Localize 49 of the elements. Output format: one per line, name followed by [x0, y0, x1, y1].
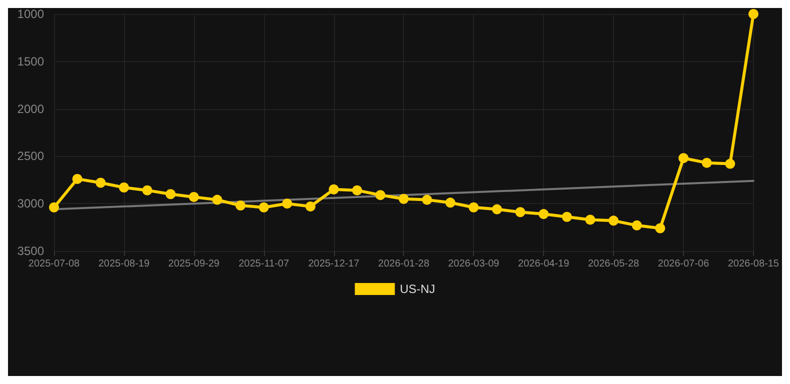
point	[422, 194, 432, 205]
point	[678, 153, 688, 164]
point	[352, 185, 362, 196]
y-tick-label: 2500	[17, 149, 44, 164]
point	[655, 223, 666, 234]
point	[445, 198, 456, 208]
x-tick-label: 2025-12-17	[308, 258, 360, 270]
x-tick-label: 2026-08-15	[728, 258, 780, 270]
point	[118, 182, 129, 192]
point	[702, 158, 712, 168]
point	[188, 192, 199, 202]
point	[212, 194, 222, 205]
point	[585, 214, 596, 225]
point	[538, 209, 549, 220]
point	[96, 178, 106, 188]
y-tick-label: 3000	[17, 196, 44, 211]
x-tick-label: 2026-03-09	[448, 258, 500, 270]
point	[166, 189, 176, 200]
point	[468, 202, 479, 212]
point	[49, 202, 59, 212]
point	[562, 212, 572, 222]
point	[236, 200, 246, 210]
point	[305, 201, 316, 212]
x-tick-label: 2026-05-28	[588, 258, 640, 270]
x-tick-label: 2026-07-06	[658, 258, 710, 270]
point	[142, 185, 152, 196]
y-tick-label: 2000	[17, 102, 44, 116]
point	[632, 220, 642, 230]
x-tick-label: 2025-08-19	[98, 258, 150, 270]
point	[492, 204, 502, 214]
point	[608, 216, 619, 226]
point	[328, 184, 339, 194]
x-tick-label: 2025-11-07	[238, 258, 290, 270]
point	[725, 158, 736, 169]
point	[398, 194, 409, 204]
x-tick-label: 2026-01-28	[378, 258, 430, 270]
point	[72, 174, 82, 184]
y-tick-label: 1000	[17, 7, 44, 21]
y-tick-label: 3500	[17, 244, 44, 258]
point	[282, 198, 292, 209]
point	[748, 9, 758, 19]
x-tick-label: 2026-04-19	[518, 258, 570, 270]
x-tick-label: 2025-07-08	[28, 258, 80, 270]
legend-label: US-NJ	[400, 282, 436, 296]
point	[515, 207, 526, 218]
x-tick-label: 2025-09-29	[168, 258, 220, 270]
point	[375, 190, 386, 200]
point	[258, 202, 269, 212]
y-tick-label: 1500	[17, 54, 44, 68]
